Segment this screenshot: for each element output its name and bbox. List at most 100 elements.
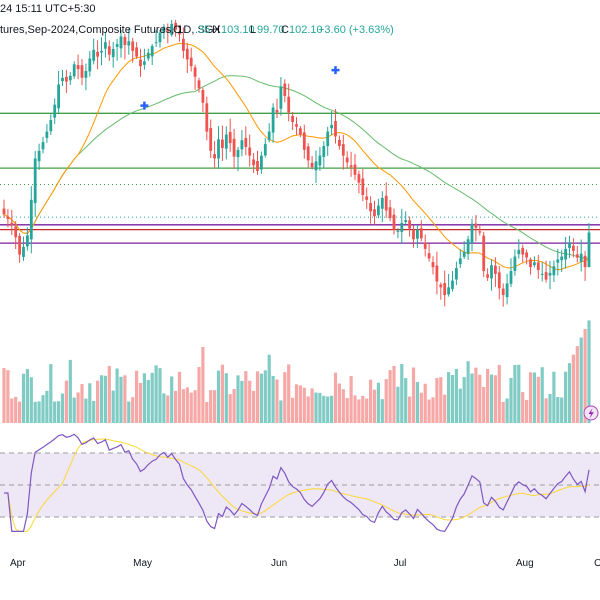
time-axis: AprMayJunJulAugSepO [10, 558, 600, 569]
candle [96, 40, 99, 70]
header-open-value: .35 [195, 24, 210, 36]
volume-bar [294, 384, 299, 423]
candle [497, 265, 501, 300]
candle [564, 236, 567, 269]
candle [447, 273, 450, 297]
volume-bar [240, 380, 244, 423]
candle [517, 239, 521, 259]
volume-bar [10, 398, 14, 423]
volume-bar [232, 388, 236, 423]
month-label-jul: Jul [394, 558, 407, 569]
volume-bar [115, 368, 119, 423]
candle [92, 38, 96, 65]
volume-bar [372, 389, 377, 423]
candle [256, 150, 259, 175]
candle [548, 260, 552, 290]
candle [57, 70, 60, 114]
volume-bar [76, 392, 80, 423]
candle [439, 282, 443, 300]
candle [221, 125, 224, 161]
volume-bar [131, 397, 135, 423]
volume-bar [25, 369, 29, 423]
volume-bar [2, 368, 6, 423]
candle [131, 38, 135, 63]
candle [135, 42, 138, 59]
volume-bar [380, 399, 384, 423]
candle [490, 259, 493, 291]
volume-bar [88, 383, 92, 423]
lightning-icon [588, 408, 594, 419]
candle [384, 182, 388, 218]
header-close-value: 102.10 [289, 24, 323, 36]
volume-bar [353, 395, 357, 423]
candle [326, 126, 330, 156]
candle [408, 216, 411, 237]
candle [80, 59, 84, 86]
volume-bar [166, 395, 170, 423]
event-badge[interactable] [583, 405, 599, 421]
chart-header: 24 15:11 UTC+5:30 tures,Sep-2024,Composi… [0, 3, 394, 36]
candle [455, 261, 458, 286]
volume-bar [197, 367, 201, 423]
volume-bar [29, 377, 33, 423]
candle [400, 208, 404, 245]
volume-bar [177, 371, 182, 423]
candle [536, 254, 540, 279]
candle [357, 170, 361, 194]
header-instrument: tures,Sep-2024,Composite Futures, 1D, SG… [0, 24, 221, 36]
moving-averages [3, 42, 590, 271]
volume-bar [209, 390, 213, 423]
candle [213, 140, 216, 169]
volume-bar [345, 398, 349, 423]
candle [295, 117, 298, 136]
volume-bar [279, 400, 283, 423]
candle [353, 153, 357, 181]
candle [2, 199, 6, 218]
volume-bar [392, 365, 396, 423]
volume-bar [314, 392, 318, 423]
volume-bar [388, 370, 392, 423]
volume-bar [252, 390, 256, 423]
candle [33, 151, 37, 217]
candle [150, 43, 154, 66]
volume-bar [170, 376, 174, 423]
volume-bar [482, 387, 486, 423]
candle [419, 220, 423, 242]
candle [123, 33, 127, 60]
volume-bar [127, 401, 131, 423]
month-label-aug: Aug [516, 558, 534, 569]
month-label-cutoff: O [594, 558, 600, 569]
volume-bar [263, 370, 267, 423]
candle [478, 224, 482, 236]
volume-bar [443, 394, 447, 423]
volume-bar [408, 396, 412, 423]
markers [140, 66, 340, 110]
volume-bar [181, 389, 185, 423]
candle [84, 63, 88, 91]
candle [209, 119, 213, 159]
volume-bar [228, 394, 232, 423]
volume-bar [236, 375, 240, 423]
candle [193, 64, 197, 90]
volume-bar [552, 371, 556, 423]
candle [575, 245, 579, 263]
candle [26, 227, 29, 251]
candle [509, 258, 513, 288]
candle [244, 126, 248, 156]
volume-bar [330, 395, 334, 423]
volume-bar [337, 383, 341, 423]
volume-bar [567, 363, 572, 423]
candle [49, 114, 53, 136]
volume-bar [119, 376, 123, 423]
volume-bar [189, 392, 193, 423]
volume-bar [369, 379, 373, 423]
candle [486, 268, 489, 281]
sma-slow-line [3, 75, 589, 259]
candle [236, 146, 240, 172]
candle [248, 134, 252, 167]
candle [10, 209, 14, 236]
candle [240, 130, 244, 157]
volume-bar [513, 364, 517, 423]
volume-bar [505, 398, 509, 423]
